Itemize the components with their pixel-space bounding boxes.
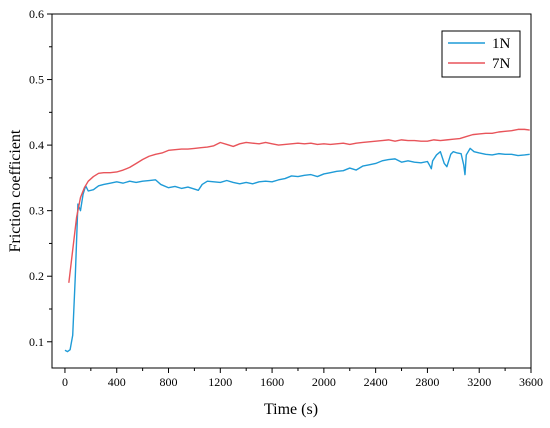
x-axis-ticks: 0 400 800 1200 1600 2000 2400 2800 3200 3600	[62, 368, 543, 389]
x-tick-label: 400	[108, 375, 126, 389]
x-tick-label: 800	[160, 375, 178, 389]
legend-label-1n: 1N	[492, 36, 511, 52]
x-axis-label: Time (s)	[264, 401, 318, 418]
y-axis-ticks: 0.1 0.2 0.3 0.4 0.5 0.6	[29, 7, 52, 349]
x-tick-label: 1200	[208, 375, 232, 389]
y-tick-label: 0.1	[29, 335, 44, 349]
y-tick-label: 0.3	[29, 204, 44, 218]
series-line-7n	[68, 128, 530, 283]
x-tick-label: 3200	[467, 375, 491, 389]
series-line-1n	[64, 147, 530, 353]
x-tick-label: 2800	[415, 375, 439, 389]
y-tick-label: 0.5	[29, 73, 44, 87]
y-tick-label: 0.2	[29, 269, 44, 283]
y-tick-label: 0.4	[29, 138, 44, 152]
series-lines	[64, 128, 530, 353]
x-tick-label: 3600	[519, 375, 543, 389]
y-axis-label: Friction coefficient	[7, 129, 24, 252]
legend-box	[441, 30, 521, 78]
y-tick-label: 0.6	[29, 7, 44, 21]
legend-label-7n: 7N	[492, 56, 511, 72]
x-tick-label: 0	[62, 375, 68, 389]
x-tick-label: 2400	[364, 375, 388, 389]
x-tick-label: 1600	[260, 375, 284, 389]
x-tick-label: 2000	[312, 375, 336, 389]
legend: 1N 7N	[441, 30, 521, 78]
